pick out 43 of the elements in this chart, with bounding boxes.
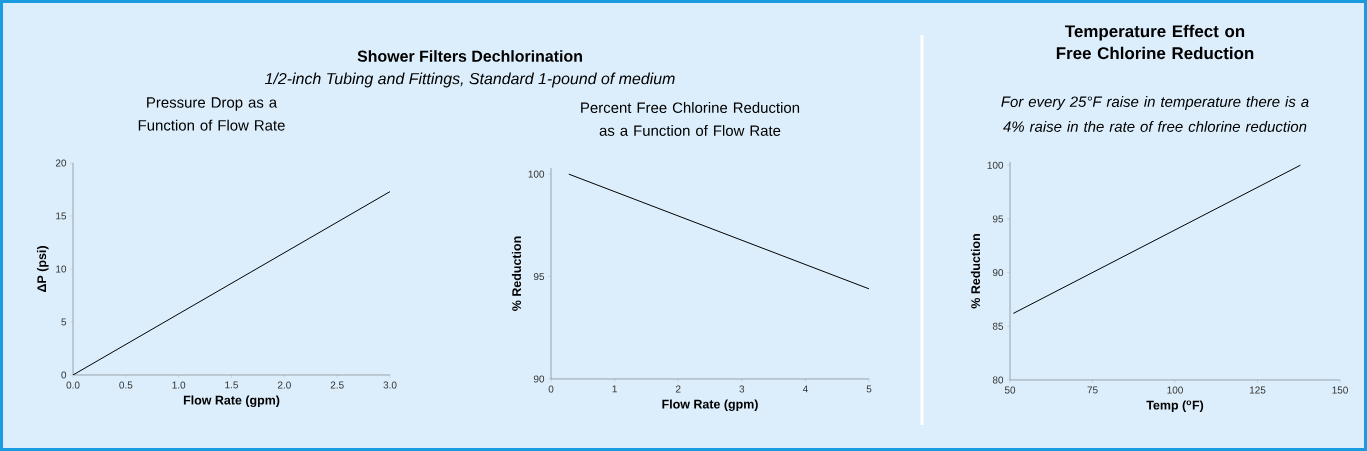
y-tick-label: 20 — [55, 159, 67, 167]
x-tick-label: 0.0 — [66, 381, 80, 389]
x-tick-label: 125 — [1249, 386, 1266, 394]
x-axis-title: Flow Rate (gpm) — [183, 395, 280, 408]
x-tick-label: 1 — [612, 385, 617, 393]
chart-title: Temperature Effect on Free Chlorine Reduction — [1056, 24, 1254, 60]
x-tick-label: 1.0 — [172, 381, 186, 389]
y-tick-label: 85 — [992, 322, 1004, 330]
chart-title: Pressure Drop as a Function of Flow Rate — [138, 97, 285, 131]
x-axis-title: Flow Rate (gpm) — [662, 399, 758, 412]
x-tick-label: 100 — [1167, 386, 1183, 394]
x-tick-label: 0 — [548, 385, 554, 393]
x-tick-label: 2.0 — [277, 381, 291, 389]
y-tick-label: 15 — [56, 212, 67, 220]
y-tick-label: 95 — [992, 215, 1004, 223]
y-tick-label: 80 — [992, 376, 1004, 384]
x-tick-label: 3 — [739, 385, 745, 393]
y-axis-title: ΔP (psi) — [36, 246, 49, 292]
y-axis-title: % Reduction — [511, 236, 522, 311]
chart-title: Percent Free Chlorine Reduction as a Function of Flow Rate — [581, 102, 800, 136]
chart-subtitle: For every 25°F raise in temperature there is a 4% raise in the rate of free chlorine reduction — [1001, 96, 1309, 132]
x-tick-label: 2.5 — [330, 381, 344, 389]
x-tick-label: 50 — [1004, 386, 1016, 394]
x-tick-label: 0.5 — [119, 381, 133, 389]
x-tick-label: 1.5 — [225, 381, 239, 389]
y-tick-label: 5 — [61, 318, 67, 326]
x-tick-label: 5 — [866, 385, 872, 393]
x-tick-label: 75 — [1087, 386, 1098, 394]
x-tick-label: 3.0 — [383, 381, 397, 389]
x-tick-label: 2 — [675, 385, 681, 393]
y-tick-label: 90 — [533, 375, 545, 383]
y-axis-title: % Reduction — [970, 234, 981, 309]
y-tick-label: 0 — [61, 371, 67, 379]
x-tick-label: 4 — [802, 385, 808, 393]
y-tick-label: 90 — [992, 269, 1004, 277]
text: 1/2-inch Tubing and Fittings, Standard 1-pound of medium — [264, 72, 675, 88]
x-axis-title: Temp ($^{o}$F) — [1146, 400, 1204, 413]
y-tick-label: 95 — [533, 273, 545, 281]
text: Shower Filters Dechlorination — [357, 50, 582, 62]
y-tick-label: 100 — [528, 170, 545, 178]
x-tick-label: 150 — [1332, 386, 1348, 394]
y-tick-label: 10 — [56, 265, 67, 273]
y-tick-label: 100 — [987, 161, 1004, 169]
